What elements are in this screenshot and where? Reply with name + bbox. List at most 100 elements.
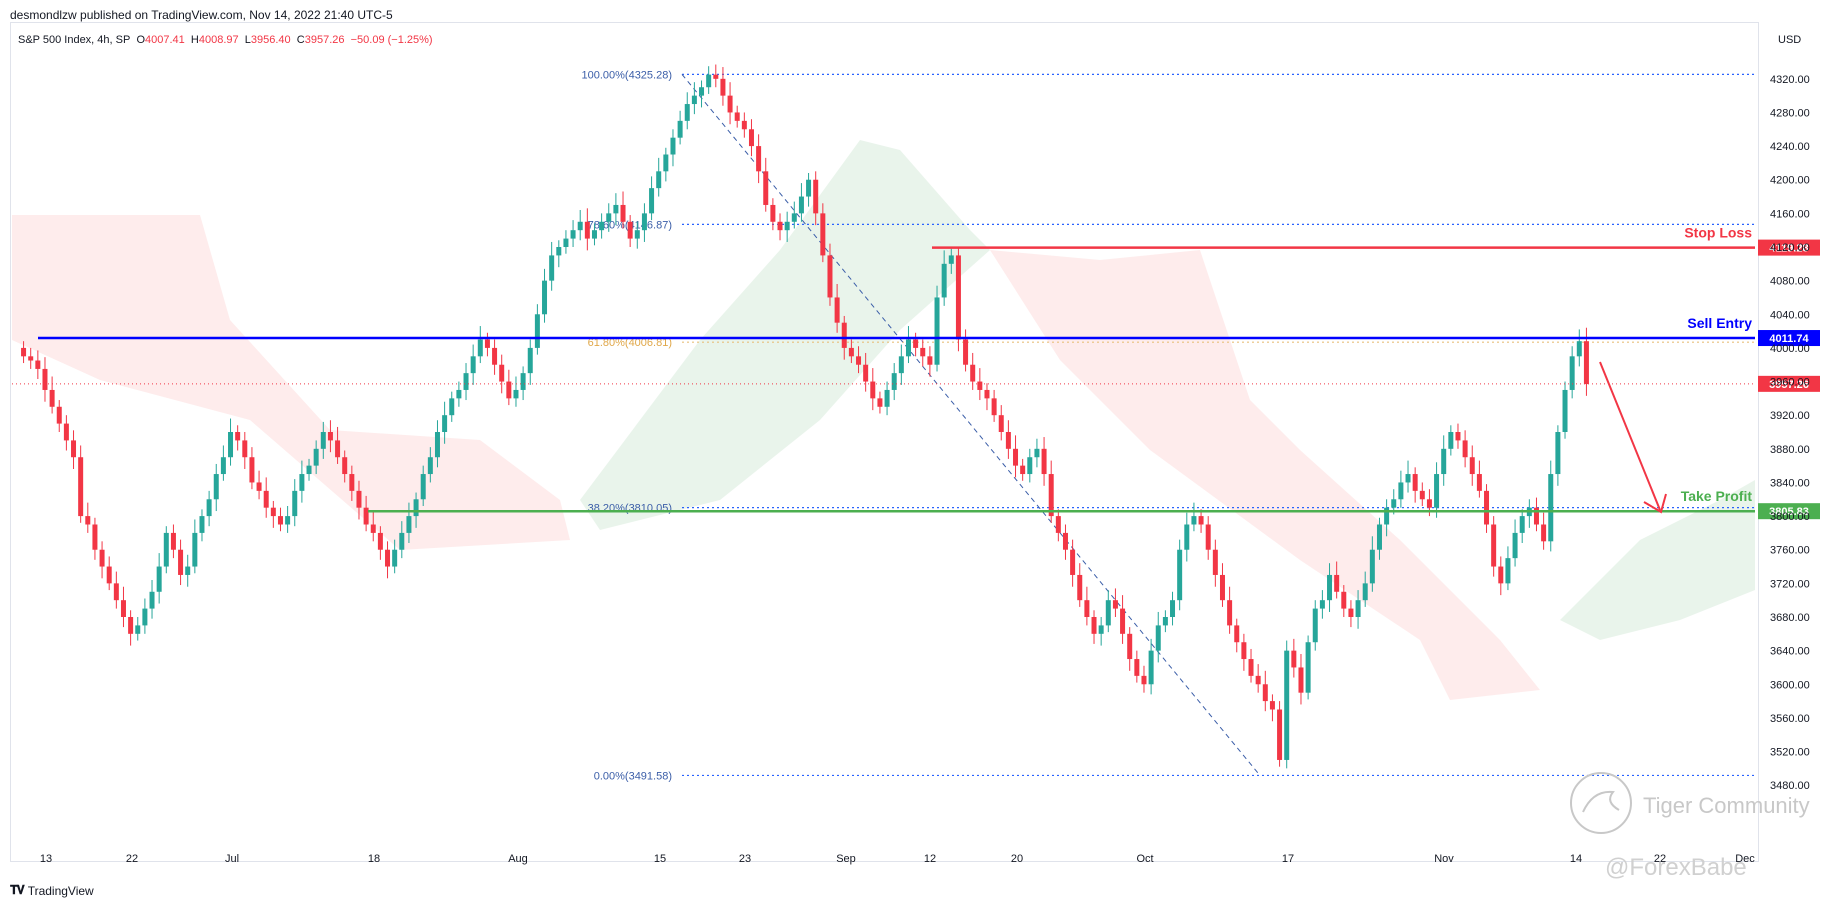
candle-body xyxy=(1227,600,1233,626)
candle-body xyxy=(1441,448,1447,475)
candle-body xyxy=(249,457,255,483)
cloud-red-2 xyxy=(990,250,1540,700)
candle-body xyxy=(856,356,862,365)
candle-body xyxy=(1219,574,1225,601)
candle-body xyxy=(955,255,961,340)
candle-body xyxy=(627,221,633,239)
candle-body xyxy=(591,230,597,239)
y-tick-label: 3960.00 xyxy=(1770,377,1810,389)
open-value: 4007.41 xyxy=(145,34,185,46)
candle-body xyxy=(1041,448,1047,475)
candle-body xyxy=(413,499,419,517)
candle-body xyxy=(199,516,205,533)
fib-level-label: 38.20%(3810.05) xyxy=(588,503,672,515)
candle-body xyxy=(1376,524,1382,550)
currency-label[interactable]: USD xyxy=(1778,34,1802,46)
candle-body xyxy=(1070,549,1076,575)
candle-body xyxy=(606,213,612,222)
candle-body xyxy=(1248,659,1254,676)
x-tick-label: 20 xyxy=(1011,853,1023,865)
candle-body xyxy=(970,364,976,382)
candle-body xyxy=(734,112,740,121)
candle-body xyxy=(1341,591,1347,609)
candle-body xyxy=(135,625,141,634)
candle-body xyxy=(905,339,911,357)
candle-body xyxy=(898,356,904,374)
candle-body xyxy=(720,78,726,96)
candle-body xyxy=(798,196,804,214)
candle-body xyxy=(492,347,498,365)
candle-body xyxy=(142,608,148,626)
x-tick-label: Oct xyxy=(1136,853,1153,865)
projection-arrow xyxy=(1599,361,1661,511)
candle-body xyxy=(699,87,705,96)
take-profit-tag-text: 3805.83 xyxy=(1769,506,1809,518)
y-tick-label: 3680.00 xyxy=(1770,612,1810,624)
candle-body xyxy=(1013,448,1019,466)
candle-body xyxy=(527,347,533,374)
x-tick-label: Aug xyxy=(508,853,528,865)
candle-body xyxy=(470,356,476,374)
y-tick-label: 3480.00 xyxy=(1770,780,1810,792)
candle-body xyxy=(1177,549,1183,601)
candle-body xyxy=(434,432,440,458)
cloud-green-2 xyxy=(1560,480,1755,640)
candle-body xyxy=(1134,659,1140,676)
candle-body xyxy=(42,368,48,390)
candle-body xyxy=(620,204,626,222)
candle-body xyxy=(292,490,298,517)
candle-body xyxy=(1034,448,1040,458)
candle-body xyxy=(1355,600,1361,617)
candle-body xyxy=(1476,474,1482,491)
candle-body xyxy=(1148,650,1154,685)
candle-body xyxy=(484,339,490,348)
y-tick-label: 4000.00 xyxy=(1770,343,1810,355)
stop-loss-tag-text: 4119.28 xyxy=(1769,243,1808,255)
candle-body xyxy=(1419,490,1425,500)
y-tick-label: 3520.00 xyxy=(1770,747,1810,759)
symbol-legend: S&P 500 Index, 4h, SP O4007.41 H4008.97 … xyxy=(18,34,433,46)
candle-body xyxy=(1519,516,1525,533)
candle-body xyxy=(1255,675,1261,685)
candle-body xyxy=(784,221,790,231)
candle-body xyxy=(770,204,776,222)
tradingview-brand: TradingView xyxy=(27,883,94,898)
candle-body xyxy=(634,230,640,239)
candle-body xyxy=(998,415,1004,432)
candle-body xyxy=(49,389,55,407)
candle-body xyxy=(1048,474,1054,517)
low-value: 3956.40 xyxy=(250,34,291,46)
candle-body xyxy=(1369,549,1375,584)
candle-body xyxy=(1327,574,1333,601)
candle-body xyxy=(1184,524,1190,550)
candle-body xyxy=(335,440,341,458)
x-tick-label: Dec xyxy=(1735,853,1755,865)
candle-body xyxy=(256,482,262,491)
candle-body xyxy=(1120,608,1126,634)
x-tick-label: 14 xyxy=(1570,853,1582,865)
candle-body xyxy=(884,389,890,407)
candle-body xyxy=(1055,516,1061,533)
candle-body xyxy=(1434,474,1440,508)
y-tick-label: 3800.00 xyxy=(1770,511,1810,523)
candle-body xyxy=(677,120,683,138)
candle-body xyxy=(549,255,555,281)
candle-body xyxy=(213,474,219,500)
y-tick-label: 3640.00 xyxy=(1770,646,1810,658)
candle-body xyxy=(163,532,169,567)
y-tick-label: 3600.00 xyxy=(1770,679,1810,691)
stop-loss-label: Stop Loss xyxy=(1684,225,1752,241)
tradingview-logo[interactable]: 𝐓𝐕 TradingView xyxy=(10,883,94,898)
high-value: 4008.97 xyxy=(198,34,239,46)
candle-body xyxy=(1127,633,1133,660)
candle-body xyxy=(128,617,134,634)
high-label: H xyxy=(190,34,199,46)
change-value: −50.09 (−1.25%) xyxy=(350,34,433,46)
tiger-logo-icon xyxy=(1570,772,1632,834)
candle-body xyxy=(178,549,184,575)
candle-body xyxy=(763,171,769,205)
candle-body xyxy=(463,373,469,390)
candle-body xyxy=(306,465,312,475)
candle-body xyxy=(206,499,212,517)
